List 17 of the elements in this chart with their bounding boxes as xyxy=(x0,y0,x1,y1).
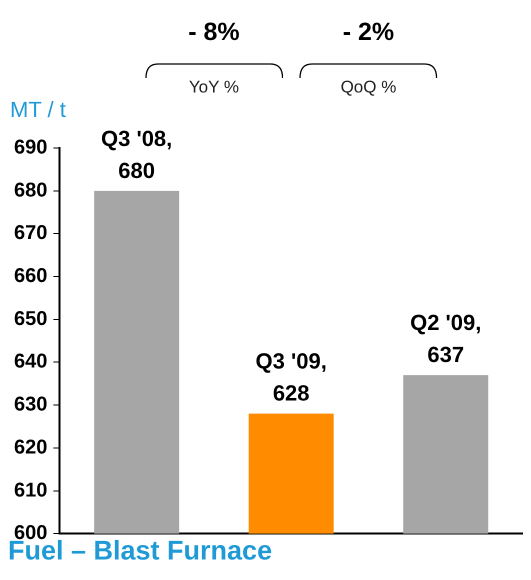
y-tick-label: 640 xyxy=(14,350,48,373)
data-label: Q3 '09, 628 xyxy=(256,348,327,406)
y-tick-label: 670 xyxy=(14,222,48,244)
data-label: Q3 '08, 680 xyxy=(101,126,172,183)
text: - 2% xyxy=(342,18,394,46)
y-tick-label: 690 xyxy=(14,136,48,159)
data-label: Q2 '09, 637 xyxy=(410,310,482,368)
text: YoY % xyxy=(188,78,239,97)
text: QoQ % xyxy=(340,78,396,97)
y-tick-label: 660 xyxy=(14,265,48,288)
text: - 8% xyxy=(188,18,240,46)
y-tick-label: 680 xyxy=(14,179,48,202)
y-tick-label: 620 xyxy=(14,436,48,458)
y-tick-label: 630 xyxy=(14,394,48,416)
y-tick-label: 650 xyxy=(14,308,48,330)
y-axis-title: MT / t xyxy=(10,97,66,122)
y-tick-label: 610 xyxy=(14,479,48,502)
